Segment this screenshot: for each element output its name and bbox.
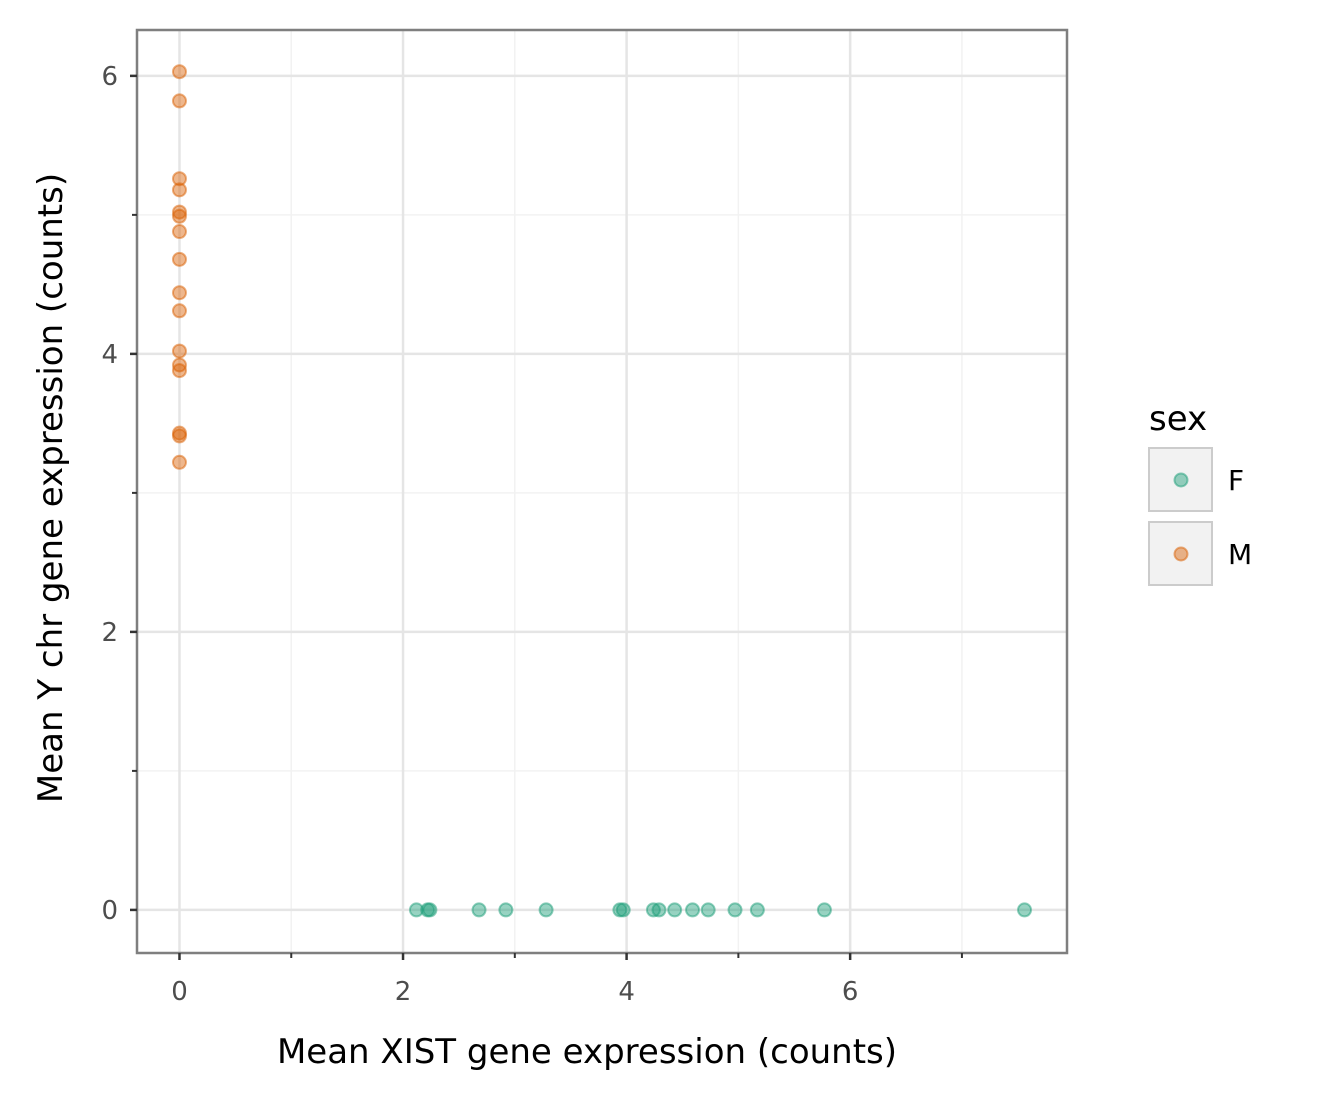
data-point-m	[171, 343, 187, 359]
data-point-m	[171, 285, 187, 301]
data-point-m	[171, 204, 187, 220]
data-point-f	[538, 902, 554, 918]
data-point-m	[171, 93, 187, 109]
data-point-f	[816, 902, 832, 918]
axis-ticks	[130, 74, 963, 960]
y-axis-title: Mean Y chr gene expression (counts)	[31, 173, 71, 803]
legend-entries: FM	[1148, 447, 1252, 586]
data-point-f	[422, 902, 438, 918]
data-point-m	[171, 454, 187, 470]
axis-tick-labels: 0 2 4 6 0 2 4 6	[101, 62, 858, 1007]
data-point-f	[685, 902, 701, 918]
plot-panel	[137, 30, 1067, 953]
legend-key-box	[1148, 521, 1213, 586]
data-point-f	[727, 902, 743, 918]
data-point-m	[171, 208, 187, 224]
data-point-f	[651, 902, 667, 918]
data-points	[171, 64, 1033, 918]
legend: sex FM	[1148, 399, 1252, 586]
data-point-f	[749, 902, 765, 918]
y-tick-label: 0	[101, 896, 118, 926]
y-tick-label: 6	[101, 62, 118, 92]
data-point-f	[700, 902, 716, 918]
data-point-f	[615, 902, 631, 918]
y-tick-label: 4	[101, 340, 118, 370]
legend-marker-m	[1173, 546, 1189, 562]
data-point-f	[471, 902, 487, 918]
data-point-f	[1017, 902, 1033, 918]
data-point-m	[171, 428, 187, 444]
legend-label: F	[1228, 464, 1244, 497]
x-tick-label: 4	[618, 977, 635, 1007]
x-axis-title: Mean XIST gene expression (counts)	[277, 1032, 897, 1072]
legend-label: M	[1228, 538, 1252, 571]
data-point-f	[667, 902, 683, 918]
legend-key-box	[1148, 447, 1213, 512]
major-grid	[137, 30, 1067, 953]
legend-marker-f	[1173, 472, 1189, 488]
data-point-m	[171, 363, 187, 379]
minor-grid	[137, 30, 1067, 953]
plot-border	[135, 28, 1069, 955]
data-point-m	[171, 171, 187, 187]
data-point-m	[171, 251, 187, 267]
data-point-m	[171, 64, 187, 80]
legend-title: sex	[1149, 399, 1207, 439]
data-point-m	[171, 224, 187, 240]
x-tick-label: 6	[842, 977, 859, 1007]
data-point-f	[498, 902, 514, 918]
data-point-m	[171, 182, 187, 198]
data-point-m	[171, 303, 187, 319]
x-tick-label: 0	[171, 977, 188, 1007]
x-tick-label: 2	[395, 977, 412, 1007]
y-tick-label: 2	[101, 618, 118, 648]
